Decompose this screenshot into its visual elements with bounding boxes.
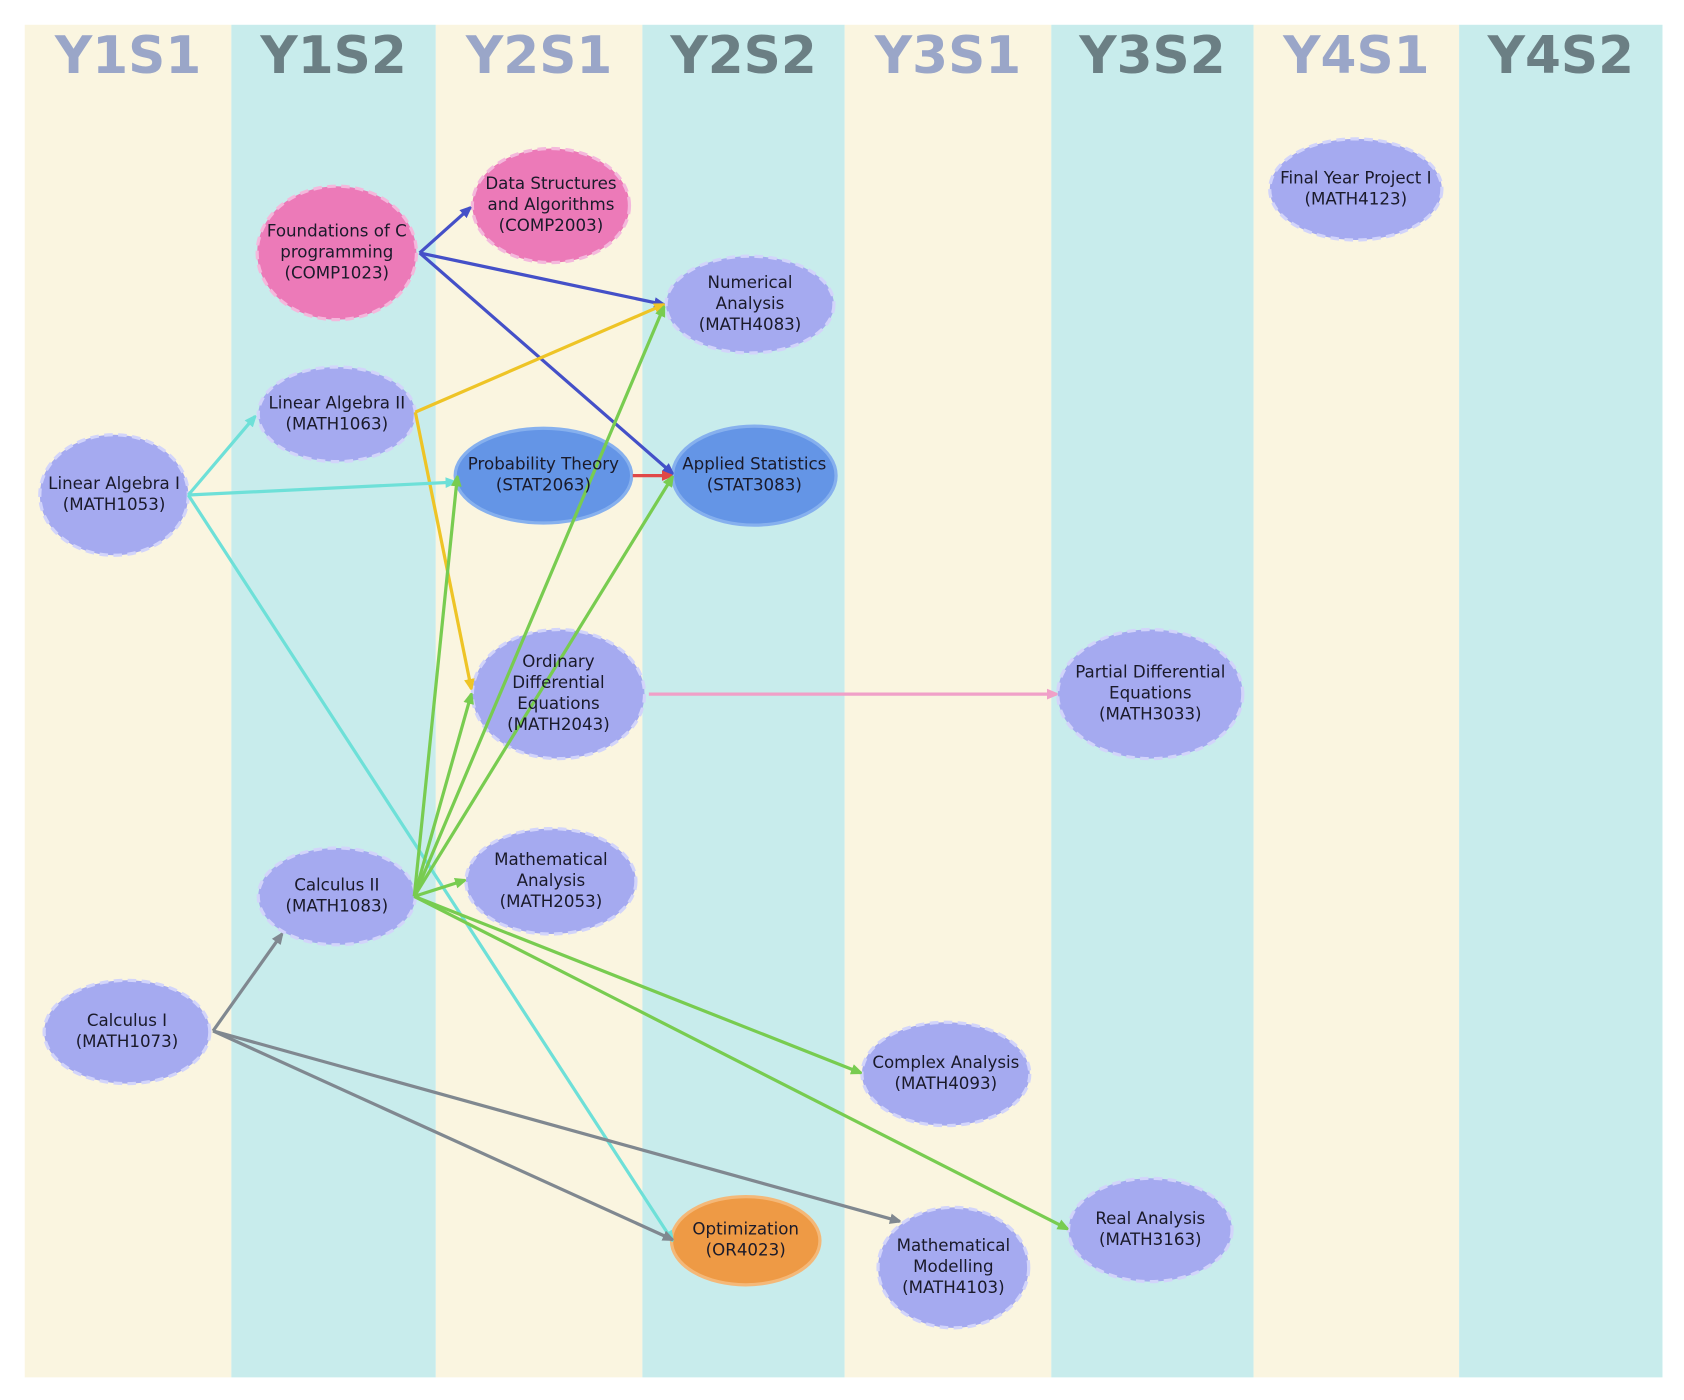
course-code: (COMP1023) bbox=[285, 263, 390, 282]
course-code: (OR4023) bbox=[706, 1241, 786, 1260]
course-code: (STAT2063) bbox=[496, 476, 591, 495]
course-name: Calculus I bbox=[87, 1011, 167, 1030]
edge bbox=[414, 303, 664, 414]
course-name: Calculus II bbox=[294, 875, 379, 894]
course-node bbox=[255, 184, 419, 322]
edge bbox=[412, 477, 457, 897]
edge bbox=[188, 482, 455, 497]
course-node bbox=[470, 627, 647, 761]
semester-header: Y2S1 bbox=[465, 26, 612, 86]
edge bbox=[419, 251, 664, 305]
course-code: (MATH4103) bbox=[902, 1278, 1005, 1297]
semester-header: Y1S2 bbox=[259, 26, 406, 86]
edge bbox=[412, 694, 471, 897]
course-name: Probability Theory bbox=[468, 455, 619, 474]
semester-column bbox=[844, 24, 1052, 1378]
nodes bbox=[38, 137, 1444, 1330]
edge bbox=[413, 894, 861, 1075]
course-code: (MATH3033) bbox=[1099, 705, 1202, 724]
course-code: (MATH3163) bbox=[1099, 1230, 1202, 1249]
semester-header: Y4S1 bbox=[1282, 26, 1429, 86]
course-name: Ordinary bbox=[522, 652, 594, 671]
edge bbox=[418, 208, 471, 255]
course-name: Real Analysis bbox=[1095, 1209, 1205, 1228]
course-name: and Algorithms bbox=[487, 195, 614, 214]
semester-header: Y3S2 bbox=[1078, 26, 1225, 86]
course-name: Numerical bbox=[708, 273, 793, 292]
course-name: Linear Algebra II bbox=[268, 393, 405, 412]
edge bbox=[412, 477, 672, 898]
edge bbox=[212, 1029, 672, 1242]
course-name: Linear Algebra I bbox=[48, 474, 180, 493]
node-labels: Foundations of C programming (COMP1023) Dat… bbox=[48, 168, 1431, 1297]
course-name: Complex Analysis bbox=[872, 1053, 1019, 1072]
semester-header: Y1S1 bbox=[54, 26, 201, 86]
edge bbox=[212, 1029, 900, 1221]
course-node bbox=[464, 826, 638, 936]
course-name: Foundations of C bbox=[267, 221, 407, 240]
course-code: (MATH1073) bbox=[76, 1032, 179, 1051]
course-name: Partial Differential bbox=[1075, 663, 1225, 682]
edge bbox=[187, 416, 255, 497]
semester-column bbox=[642, 24, 845, 1378]
edge bbox=[412, 307, 666, 898]
course-name: Equations bbox=[1109, 684, 1191, 703]
course-name: Analysis bbox=[716, 294, 785, 313]
course-code: (MATH1083) bbox=[286, 896, 389, 915]
semester-column bbox=[1459, 24, 1663, 1378]
course-code: (MATH4083) bbox=[699, 315, 802, 334]
course-name: programming bbox=[280, 242, 393, 261]
course-code: (MATH2043) bbox=[507, 715, 610, 734]
course-name: Equations bbox=[517, 694, 599, 713]
semester-column bbox=[1253, 24, 1460, 1378]
course-node bbox=[876, 1205, 1031, 1330]
edge bbox=[418, 251, 673, 474]
semester-header: Y2S2 bbox=[669, 26, 816, 86]
edge bbox=[413, 894, 1067, 1228]
course-name: Mathematical bbox=[494, 850, 608, 869]
course-node bbox=[1056, 627, 1245, 761]
course-name: Mathematical bbox=[897, 1236, 1010, 1255]
course-name: Data Structures bbox=[485, 174, 616, 193]
course-code: (MATH4123) bbox=[1305, 189, 1408, 208]
course-name: Modelling bbox=[913, 1257, 993, 1276]
course-node bbox=[1268, 137, 1444, 242]
course-code: (MATH1063) bbox=[286, 414, 389, 433]
semester-header: Y4S2 bbox=[1487, 26, 1634, 86]
edge bbox=[413, 411, 471, 689]
course-name: Optimization bbox=[692, 1220, 799, 1239]
course-name: Analysis bbox=[517, 871, 586, 890]
edges bbox=[186, 208, 1067, 1242]
course-node bbox=[470, 146, 632, 265]
edge bbox=[413, 880, 465, 898]
course-code: (STAT3083) bbox=[707, 476, 802, 495]
course-name: Applied Statistics bbox=[682, 455, 826, 474]
semester-column bbox=[24, 24, 232, 1378]
course-name: Final Year Project I bbox=[1280, 168, 1431, 187]
edge bbox=[211, 934, 282, 1032]
course-code: (COMP2003) bbox=[499, 216, 604, 235]
course-code: (MATH4093) bbox=[895, 1074, 998, 1093]
course-node bbox=[42, 978, 212, 1086]
semester-header: Y3S1 bbox=[874, 26, 1021, 86]
course-code: (MATH2053) bbox=[500, 892, 603, 911]
course-name: Differential bbox=[512, 673, 604, 692]
course-code: (MATH1053) bbox=[63, 495, 166, 514]
